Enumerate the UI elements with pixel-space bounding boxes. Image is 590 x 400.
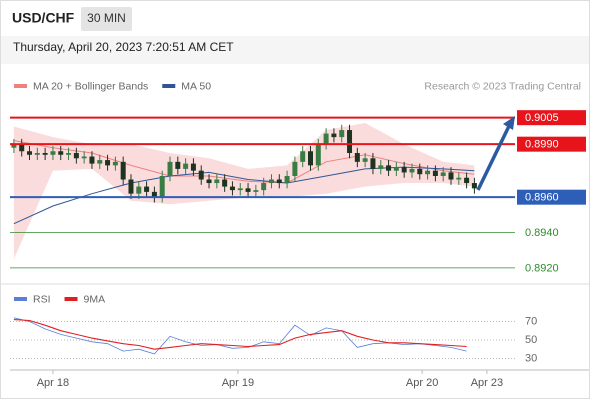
candle-body bbox=[105, 160, 111, 166]
candle-body bbox=[432, 170, 438, 176]
candle-body bbox=[409, 168, 415, 173]
candle-body bbox=[347, 130, 353, 154]
symbol: USD/CHF bbox=[12, 10, 75, 26]
candle-body bbox=[89, 156, 95, 164]
legend-swatch bbox=[162, 84, 176, 88]
candle-body bbox=[222, 179, 228, 187]
candle-body bbox=[323, 133, 329, 145]
candle-body bbox=[253, 190, 259, 192]
source: Research © 2023 Trading Central bbox=[424, 80, 581, 92]
date-bar bbox=[1, 36, 589, 64]
candle-body bbox=[66, 153, 72, 155]
candle-body bbox=[268, 179, 274, 184]
candle-body bbox=[136, 186, 142, 194]
legend-swatch bbox=[14, 84, 27, 88]
level-label-box bbox=[517, 136, 586, 152]
candle-body bbox=[27, 151, 33, 155]
timestamp: Thursday, April 20, 2023 7:20:51 AM CET bbox=[13, 40, 234, 54]
candle-body bbox=[58, 151, 64, 155]
candle-body bbox=[300, 151, 306, 162]
candle-body bbox=[308, 151, 314, 166]
level-label-box bbox=[517, 189, 586, 205]
candle-body bbox=[276, 179, 282, 184]
candle-body bbox=[42, 153, 48, 155]
level-label: 0.9005 bbox=[525, 112, 559, 124]
candle-body bbox=[425, 170, 431, 175]
candle-body bbox=[417, 168, 423, 175]
candle-body bbox=[81, 156, 87, 159]
level-label: 0.8960 bbox=[525, 192, 559, 204]
legend-label: 9MA bbox=[84, 293, 106, 305]
candle-body bbox=[448, 172, 454, 180]
candle-body bbox=[284, 175, 290, 184]
forecast-arrowhead bbox=[503, 116, 515, 130]
candle-body bbox=[245, 188, 251, 192]
candle-body bbox=[471, 183, 477, 189]
forecast-arrow bbox=[476, 123, 512, 191]
candle-body bbox=[73, 153, 79, 159]
candle-body bbox=[11, 144, 17, 148]
candle-body bbox=[354, 153, 360, 162]
candle-body bbox=[331, 133, 337, 138]
level-label: 0.8990 bbox=[525, 139, 559, 151]
candle-body bbox=[97, 160, 103, 164]
candle-body bbox=[362, 158, 368, 162]
x-tick-label: Apr 20 bbox=[406, 377, 438, 389]
candle-body bbox=[401, 167, 407, 173]
candle-body bbox=[183, 163, 189, 169]
candle-body bbox=[237, 188, 243, 191]
level-label: 0.8940 bbox=[525, 227, 559, 239]
interval[interactable]: 30 MIN bbox=[87, 11, 126, 25]
candle-body bbox=[175, 161, 181, 169]
candle-body bbox=[214, 179, 220, 184]
candle-body bbox=[393, 167, 399, 171]
candle-body bbox=[440, 172, 446, 176]
interval-button[interactable] bbox=[81, 7, 132, 31]
y-tick-label: 30 bbox=[525, 352, 537, 364]
candle-body bbox=[339, 130, 345, 138]
level-label-box bbox=[517, 110, 586, 126]
level-label: 0.8920 bbox=[525, 262, 559, 274]
candle-body bbox=[120, 161, 126, 180]
legend-swatch bbox=[14, 297, 27, 301]
candle-body bbox=[128, 179, 134, 194]
candle-body bbox=[198, 170, 204, 180]
candle-body bbox=[190, 163, 196, 171]
candle-body bbox=[112, 161, 118, 166]
candle-body bbox=[386, 165, 392, 171]
x-tick-label: Apr 19 bbox=[222, 377, 254, 389]
legend-label: MA 50 bbox=[181, 80, 211, 92]
candle-body bbox=[144, 186, 150, 192]
y-tick-label: 50 bbox=[525, 334, 537, 346]
candle-body bbox=[206, 179, 212, 184]
candle-body bbox=[229, 186, 235, 191]
candle-body bbox=[261, 183, 267, 191]
candle-body bbox=[19, 144, 25, 152]
candle-body bbox=[151, 191, 157, 198]
indicator-line bbox=[13, 319, 467, 350]
legend-swatch bbox=[64, 297, 78, 301]
candle-body bbox=[315, 144, 321, 166]
x-tick-label: Apr 23 bbox=[471, 377, 503, 389]
candle-body bbox=[378, 165, 384, 169]
candle-body bbox=[464, 177, 470, 184]
candle-body bbox=[50, 151, 56, 155]
y-tick-label: 70 bbox=[525, 315, 537, 327]
candle-body bbox=[167, 161, 173, 176]
legend-label: MA 20 + Bollinger Bands bbox=[33, 80, 148, 92]
candle-body bbox=[456, 177, 462, 180]
legend-label: RSI bbox=[33, 293, 51, 305]
candle-body bbox=[34, 153, 40, 155]
candle-body bbox=[370, 158, 376, 169]
candle-body bbox=[159, 175, 165, 198]
candle-body bbox=[292, 161, 298, 176]
x-tick-label: Apr 18 bbox=[37, 377, 69, 389]
